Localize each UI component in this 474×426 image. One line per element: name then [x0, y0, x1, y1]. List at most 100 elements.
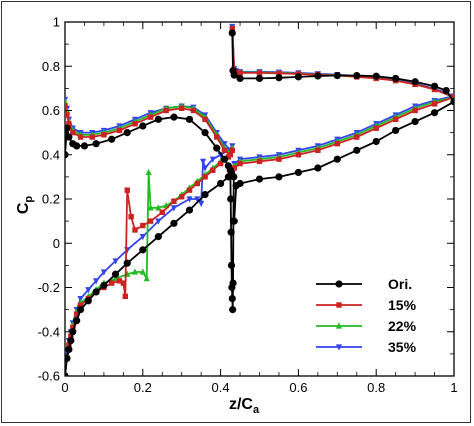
- data-point: [85, 287, 92, 294]
- data-point: [101, 132, 107, 138]
- data-point: [275, 173, 283, 181]
- data-point: [100, 269, 107, 276]
- data-point: [209, 156, 216, 163]
- data-point: [442, 86, 450, 95]
- data-point: [70, 324, 76, 331]
- legend-label: 35%: [388, 339, 417, 355]
- data-point: [230, 173, 238, 181]
- data-point: [276, 156, 282, 162]
- data-point: [221, 141, 228, 148]
- data-point: [201, 190, 209, 199]
- series-line-after_lower: [233, 96, 454, 169]
- data-point: [170, 205, 178, 212]
- data-point: [111, 270, 120, 278]
- data-point: [392, 74, 400, 83]
- data-point: [65, 345, 73, 354]
- data-point: [220, 155, 229, 163]
- legend-label: Ori.: [388, 276, 412, 292]
- data-point: [256, 70, 263, 76]
- data-point: [179, 105, 185, 111]
- y-tick-label: 0.8: [42, 59, 60, 74]
- data-point: [294, 73, 302, 81]
- data-point: [373, 125, 379, 131]
- data-point: [112, 258, 119, 265]
- data-point: [255, 74, 264, 83]
- data-point: [227, 228, 235, 236]
- data-point: [143, 275, 150, 282]
- data-point: [201, 129, 209, 137]
- data-point: [77, 295, 84, 303]
- data-point: [354, 134, 360, 140]
- data-point: [77, 302, 84, 308]
- y-tick-label: -0.6: [38, 369, 60, 384]
- y-tick-label: -0.2: [38, 280, 60, 295]
- data-point: [230, 71, 238, 79]
- series-line-after_upper: [231, 28, 454, 99]
- x-tick-label: 1: [450, 380, 457, 395]
- data-point: [171, 198, 177, 204]
- data-point: [80, 142, 89, 150]
- data-point: [213, 144, 221, 152]
- data-point: [392, 126, 400, 135]
- y-tick-label: 0: [53, 236, 60, 251]
- data-point: [92, 288, 100, 296]
- data-point: [131, 268, 139, 275]
- y-tick-label: -0.4: [38, 324, 60, 339]
- x-tick-label: 0: [61, 380, 68, 395]
- data-point: [256, 158, 263, 165]
- data-point: [163, 107, 169, 114]
- data-point: [65, 124, 71, 132]
- series-line-upper: [65, 116, 232, 171]
- y-tick-label: 0.4: [42, 147, 60, 162]
- data-point: [236, 74, 244, 83]
- y-tick-label: 0.2: [42, 192, 60, 207]
- data-point: [229, 25, 235, 32]
- data-point: [89, 134, 95, 140]
- data-point: [225, 154, 232, 160]
- data-point: [147, 204, 154, 211]
- data-point: [108, 135, 116, 143]
- legend-entry: 35%: [316, 339, 417, 355]
- data-point: [123, 129, 131, 137]
- data-point: [194, 180, 200, 187]
- data-point: [186, 196, 193, 203]
- series-ori: [65, 29, 454, 376]
- data-point: [412, 107, 418, 114]
- series-line-after_upper: [231, 28, 454, 99]
- data-point: [228, 29, 236, 37]
- data-point: [124, 187, 130, 193]
- data-point: [221, 147, 228, 154]
- legend-marker: [335, 322, 343, 329]
- data-point: [65, 98, 69, 105]
- data-point: [179, 194, 185, 200]
- data-point: [314, 164, 322, 172]
- data-point: [92, 140, 100, 148]
- data-point: [65, 112, 70, 118]
- data-point: [237, 70, 243, 76]
- data-point: [139, 234, 146, 241]
- data-point: [145, 168, 152, 176]
- data-point: [450, 98, 454, 106]
- y-tick-label: 1: [53, 15, 60, 30]
- x-axis-title-sub: a: [253, 404, 260, 416]
- data-point: [217, 179, 225, 188]
- x-tick-label: 0.2: [134, 380, 152, 395]
- series-line-after_upper: [231, 33, 454, 103]
- data-point: [132, 121, 138, 127]
- data-point: [73, 142, 81, 150]
- x-tick-label: 0.8: [367, 380, 385, 395]
- legend-label: 15%: [388, 297, 417, 313]
- data-point: [190, 107, 197, 114]
- data-point: [147, 114, 154, 120]
- y-tick-label: 0.6: [42, 103, 60, 118]
- data-point: [185, 115, 194, 123]
- data-point: [372, 72, 380, 80]
- data-point: [170, 113, 178, 121]
- data-point: [186, 187, 193, 193]
- legend-entry: 15%: [316, 297, 417, 313]
- x-axis-title-main: z/C: [229, 396, 253, 413]
- data-point: [294, 168, 302, 177]
- data-point: [100, 281, 108, 289]
- data-point: [372, 137, 380, 146]
